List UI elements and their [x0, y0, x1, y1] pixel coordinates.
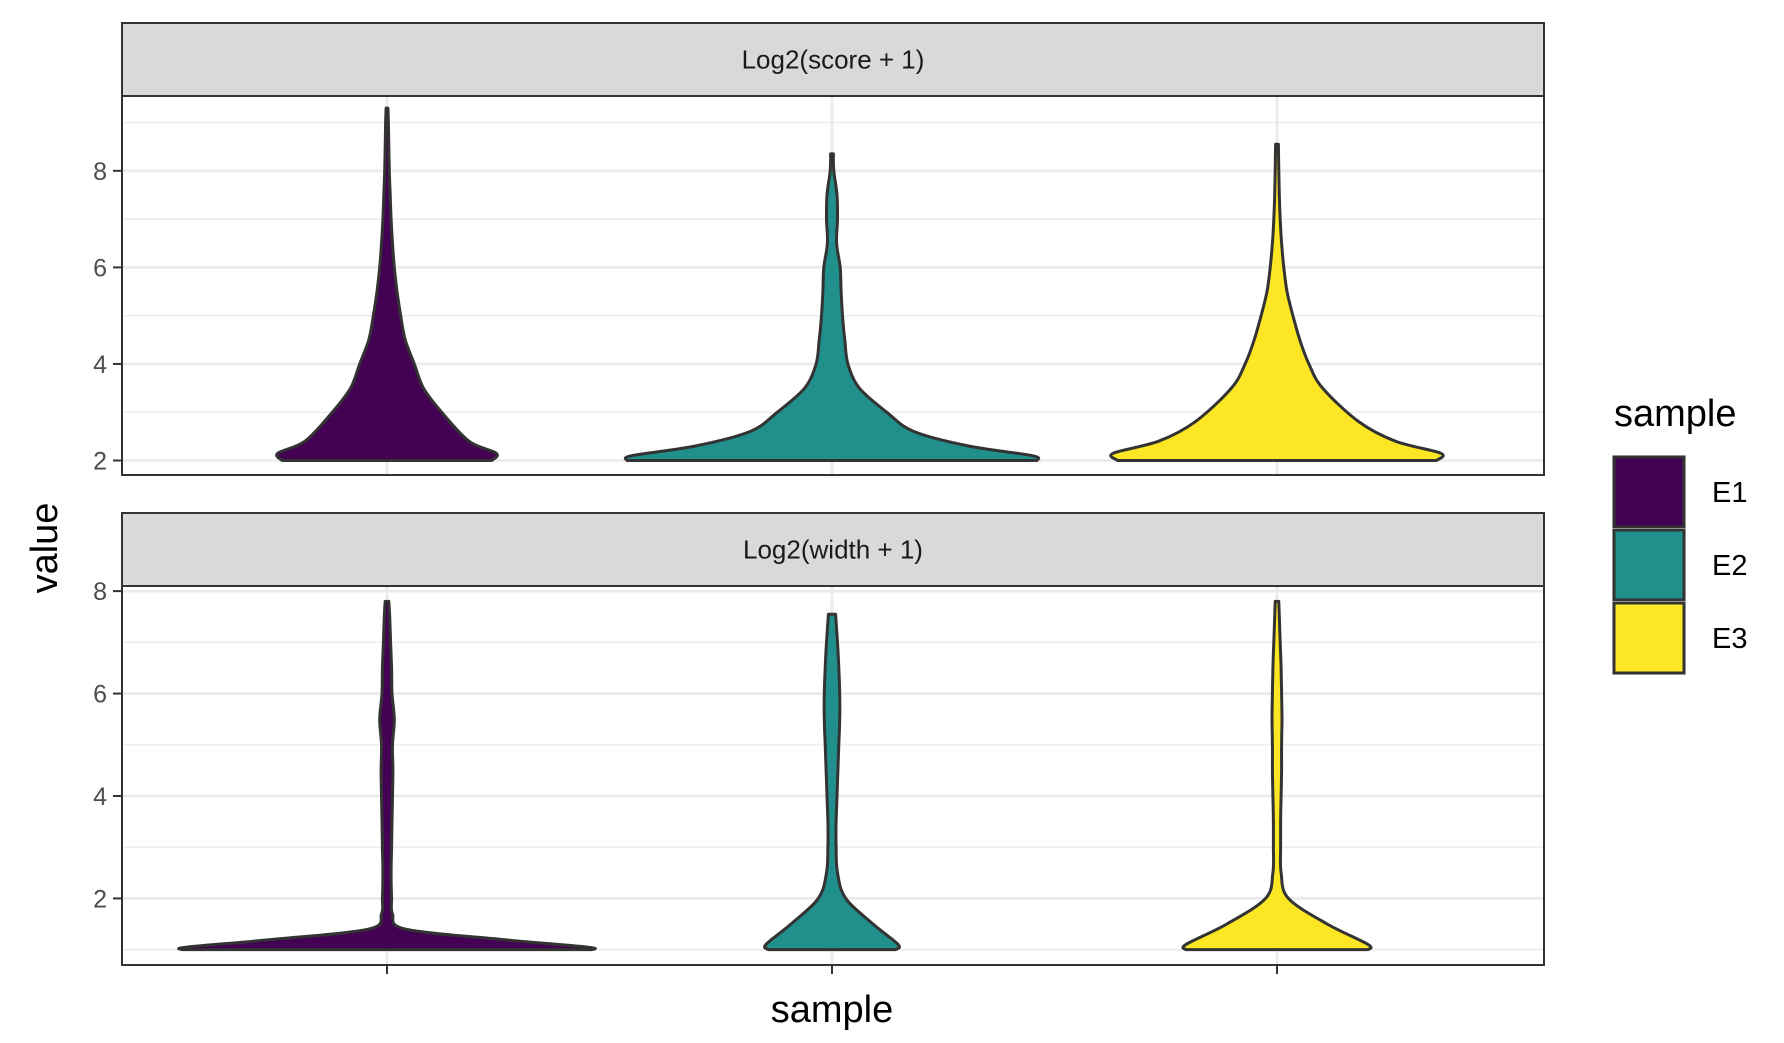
y-tick-label: 4	[93, 783, 107, 811]
legend-label-e1: E1	[1712, 477, 1747, 509]
violin-e2	[623, 152, 1041, 462]
violins-score	[275, 106, 1445, 462]
y-axis-title: value	[24, 503, 66, 594]
facet-strip-score	[121, 22, 1545, 97]
facet-width: Log2(width + 1) 2 4 6 8	[93, 512, 1545, 974]
legend: sample E1 E2 E3	[1612, 393, 1747, 675]
y-tick-label: 2	[93, 448, 107, 476]
y-axis-score: 2 4 6 8	[93, 158, 122, 476]
y-tick-label: 8	[93, 578, 107, 606]
legend-label-e3: E3	[1712, 623, 1747, 655]
facet-score: Log2(score + 1) 2 4 6 8	[93, 22, 1545, 476]
facet-strip-width	[121, 512, 1545, 587]
violins-width	[177, 599, 1373, 952]
legend-key-e2	[1612, 528, 1686, 602]
legend-title: sample	[1614, 393, 1737, 435]
violin-e3	[1181, 599, 1373, 952]
facet-title-width: Log2(width + 1)	[743, 535, 923, 565]
y-axis-width: 2 4 6 8	[93, 578, 1278, 974]
violin-e2	[763, 612, 901, 952]
y-tick-label: 6	[93, 254, 107, 282]
facet-title-score: Log2(score + 1)	[742, 45, 925, 75]
y-tick-label: 4	[93, 351, 107, 379]
panel-border-score	[121, 95, 1545, 476]
y-tick-label: 2	[93, 885, 107, 913]
violin-e1	[177, 599, 597, 952]
violin-e3	[1109, 142, 1445, 462]
legend-items: E1 E2 E3	[1612, 455, 1747, 675]
x-axis-title: sample	[771, 989, 894, 1031]
legend-key-e3	[1612, 601, 1686, 675]
y-tick-label: 8	[93, 158, 107, 186]
violin-e1	[275, 106, 499, 462]
legend-label-e2: E2	[1712, 550, 1747, 582]
y-tick-label: 6	[93, 681, 107, 709]
legend-key-e1	[1612, 455, 1686, 529]
